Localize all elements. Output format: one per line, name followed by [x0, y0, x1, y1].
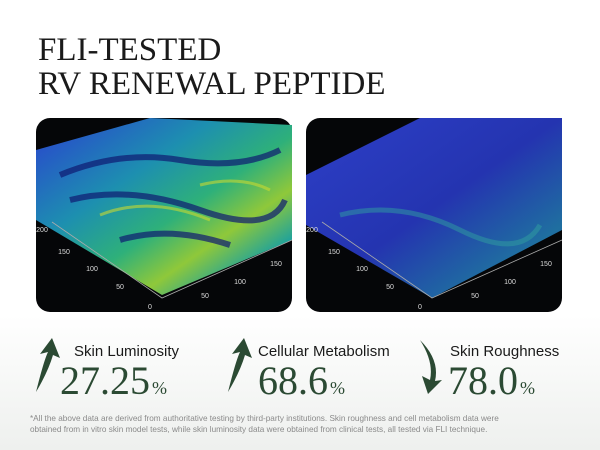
- down-arrow: [420, 340, 442, 394]
- stat-value: 78.0: [448, 358, 518, 403]
- surface-plot: 200 150 100 50 0 50 100 150: [306, 118, 563, 312]
- x-tick-label: 100: [234, 279, 246, 286]
- stat-label: Skin Luminosity: [74, 343, 180, 360]
- y-tick-label: 150: [58, 249, 70, 256]
- stat-value: 68.6: [258, 358, 328, 403]
- stat: Skin Roughness 78.0 %: [420, 340, 559, 403]
- x-tick-label: 150: [270, 261, 282, 268]
- y-tick-label: 200: [36, 227, 48, 234]
- stat: Skin Luminosity 27.25 %: [36, 338, 180, 403]
- up-arrow: [228, 338, 252, 392]
- title-line: FLI-TESTED: [38, 32, 221, 68]
- y-tick-label: 0: [148, 304, 152, 311]
- y-tick-label: 0: [418, 304, 422, 311]
- x-tick-label: 150: [540, 261, 552, 268]
- x-tick-label: 100: [504, 279, 516, 286]
- stat-value: 27.25: [60, 358, 150, 403]
- stat-unit: %: [520, 378, 535, 398]
- x-tick-label: 50: [201, 293, 209, 300]
- stat-unit: %: [152, 378, 167, 398]
- footnote: obtained from in vitro skin model tests,…: [30, 425, 487, 434]
- surface-detail: [99, 179, 271, 222]
- axis-line: [51, 221, 293, 299]
- surface: [306, 118, 562, 298]
- x-tick-label: 50: [471, 293, 479, 300]
- y-tick-label: 50: [386, 284, 394, 291]
- stat: Cellular Metabolism 68.6 %: [228, 338, 390, 403]
- y-tick-label: 100: [356, 266, 368, 273]
- y-tick-label: 200: [306, 227, 318, 234]
- y-tick-label: 100: [86, 266, 98, 273]
- y-tick-label: 150: [328, 249, 340, 256]
- up-arrow: [36, 338, 60, 392]
- axis-line: [321, 221, 563, 299]
- surface-detail: [339, 207, 543, 247]
- y-tick-label: 50: [116, 284, 124, 291]
- stat-unit: %: [330, 378, 345, 398]
- surface-detail: [58, 147, 288, 248]
- stat-label: Skin Roughness: [450, 343, 559, 360]
- surface-plot: 200 150 100 50 0 50 100 150: [36, 118, 293, 312]
- footnote: *All the above data are derived from aut…: [30, 414, 499, 423]
- title-line: RV RENEWAL PEPTIDE: [38, 66, 386, 102]
- stat-label: Cellular Metabolism: [258, 343, 390, 360]
